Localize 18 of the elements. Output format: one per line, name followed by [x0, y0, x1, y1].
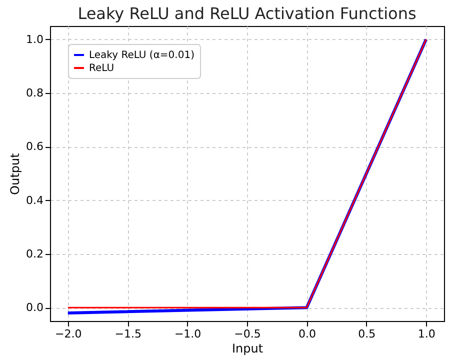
x-tick-label: −1.5	[114, 328, 142, 340]
x-axis-title: Input	[232, 342, 264, 356]
y-tick-label: 0.2	[26, 247, 44, 260]
chart-title: Leaky ReLU and ReLU Activation Functions	[78, 4, 416, 23]
x-tick-label: −2.0	[55, 328, 82, 340]
y-tick-label: 1.0	[26, 32, 44, 46]
x-tick-label: −1.0	[174, 328, 202, 340]
x-tick-label: 0.5	[358, 328, 376, 340]
y-tick-label: 0.6	[26, 140, 44, 154]
x-tick-label: 1.0	[418, 328, 436, 340]
y-axis-title: Output	[8, 152, 22, 195]
legend-label: ReLU	[89, 63, 114, 74]
legend-label: Leaky ReLU (α=0.01)	[89, 50, 195, 61]
y-tick-label: 0.4	[26, 194, 44, 207]
y-tick-label: 0.0	[26, 301, 44, 314]
x-tick-label: −0.5	[234, 328, 261, 340]
x-tick-label: 0.0	[298, 328, 316, 340]
y-tick-label: 0.8	[26, 86, 44, 100]
